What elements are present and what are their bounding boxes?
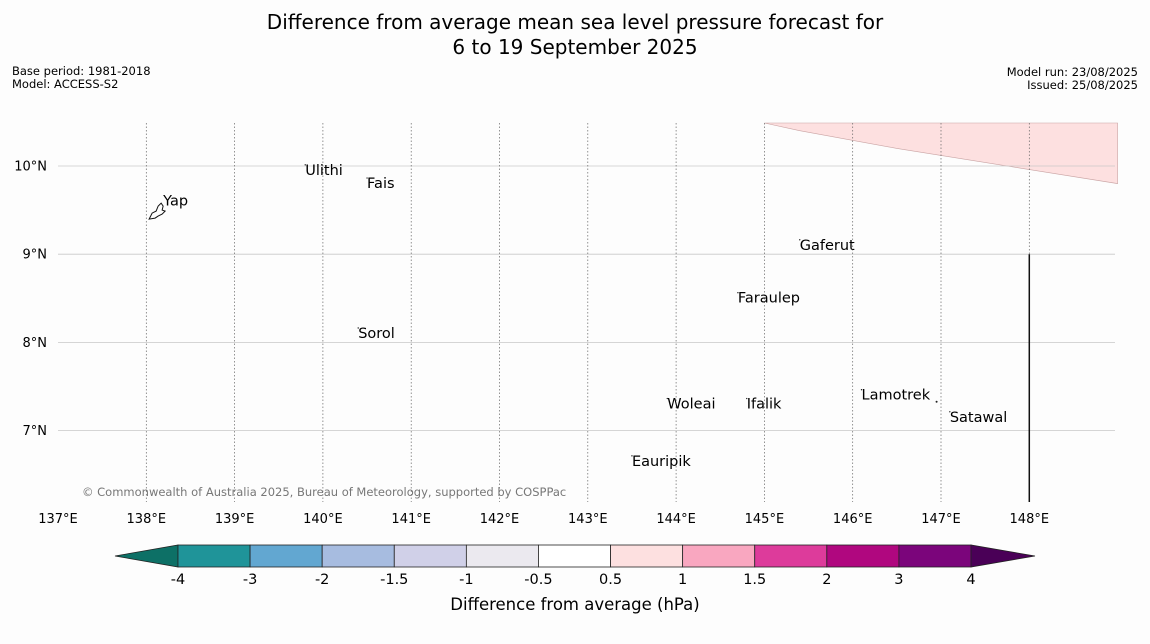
island-marker [935, 400, 938, 403]
place-label-woleai: Woleai [667, 397, 715, 413]
lon-tick-label: 138°E [127, 512, 167, 527]
place-label-ulithi: Ulithi [305, 163, 343, 179]
island-marker [631, 455, 633, 457]
lon-tick-label: 144°E [656, 512, 696, 527]
place-label-fais: Fais [367, 176, 394, 192]
chart-title: Difference from average mean sea level p… [0, 10, 1150, 60]
lon-tick-label: 143°E [568, 512, 608, 527]
colorbar-min-extension [114, 544, 179, 568]
lat-tick-label: 10°N [14, 160, 47, 175]
colorbar-tick-label: 3 [894, 572, 903, 588]
colorbar-tick-label: 1 [678, 572, 687, 588]
lat-tick-label: 7°N [23, 424, 48, 439]
colorbar-bin [465, 544, 539, 568]
colorbar-tick-label: -2 [315, 572, 329, 588]
copyright-text: © Commonwealth of Australia 2025, Bureau… [82, 485, 566, 499]
island-marker [746, 397, 748, 400]
island-marker [737, 292, 739, 294]
lon-tick-label: 137°E [38, 512, 78, 527]
colorbar-tick-label: -1.5 [380, 572, 408, 588]
place-label-satawal: Satawal [950, 410, 1007, 426]
island-marker [949, 411, 951, 413]
colorbar-bin [898, 544, 972, 568]
lon-tick-label: 145°E [745, 512, 785, 527]
colorbar-bin [249, 544, 323, 568]
colorbar-bin [538, 544, 611, 568]
place-label-eauripik: Eauripik [632, 454, 691, 470]
place-label-gaferut: Gaferut [800, 238, 855, 254]
colorbar-bin [826, 544, 900, 568]
colorbar-tick-label: 1.5 [743, 572, 766, 588]
island-marker [666, 397, 668, 400]
anomaly-region [764, 122, 1118, 184]
colorbar-tick-label: 2 [822, 572, 831, 588]
colorbar-tick-label: 4 [966, 572, 975, 588]
lon-tick-label: 139°E [215, 512, 255, 527]
yap-island-outline [148, 202, 167, 220]
lon-tick-label: 140°E [303, 512, 343, 527]
colorbar-bin [754, 544, 828, 568]
colorbar-bin [177, 544, 251, 568]
colorbar-max-extension [970, 544, 1036, 568]
lat-tick-label: 9°N [23, 248, 48, 263]
lon-tick-label: 142°E [480, 512, 520, 527]
island-marker [860, 389, 863, 391]
title-line-1: Difference from average mean sea level p… [266, 10, 884, 34]
island-marker [357, 327, 359, 329]
island-marker [304, 164, 306, 166]
run-info: Model run: 23/08/2025 Issued: 25/08/2025 [1007, 66, 1138, 92]
model-name: Model: ACCESS-S2 [12, 77, 119, 91]
colorbar-tick-label: -1 [459, 572, 473, 588]
colorbar-bin [610, 544, 684, 568]
colorbar-bin [393, 544, 467, 568]
place-label-lamotrek: Lamotrek [862, 388, 931, 404]
place-label-yap: Yap [162, 194, 188, 210]
lat-tick-label: 8°N [23, 336, 48, 351]
colorbar-tick-label: -3 [243, 572, 257, 588]
model-run: Model run: 23/08/2025 [1006, 65, 1138, 79]
island-marker [799, 239, 801, 241]
island-marker [366, 177, 368, 179]
place-label-ifalik: Ifalik [747, 397, 782, 413]
colorbar-title: Difference from average (hPa) [450, 595, 699, 614]
colorbar-tick-label: 0.5 [599, 572, 622, 588]
base-period: Base period: 1981-2018 [12, 64, 151, 78]
title-line-2: 6 to 19 September 2025 [452, 35, 698, 59]
colorbar-tick-label: -4 [171, 572, 185, 588]
place-label-faraulep: Faraulep [738, 291, 800, 307]
issued-date: Issued: 25/08/2025 [1027, 78, 1138, 92]
lon-tick-label: 148°E [1010, 512, 1050, 527]
lon-tick-label: 147°E [921, 512, 961, 527]
colorbar-bin [682, 544, 756, 568]
colorbar-bin [321, 544, 395, 568]
lon-tick-label: 141°E [391, 512, 431, 527]
colorbar-tick-label: -0.5 [524, 572, 552, 588]
model-info: Base period: 1981-2018 Model: ACCESS-S2 [12, 65, 151, 91]
place-label-sorol: Sorol [358, 326, 395, 342]
lon-tick-label: 146°E [833, 512, 873, 527]
